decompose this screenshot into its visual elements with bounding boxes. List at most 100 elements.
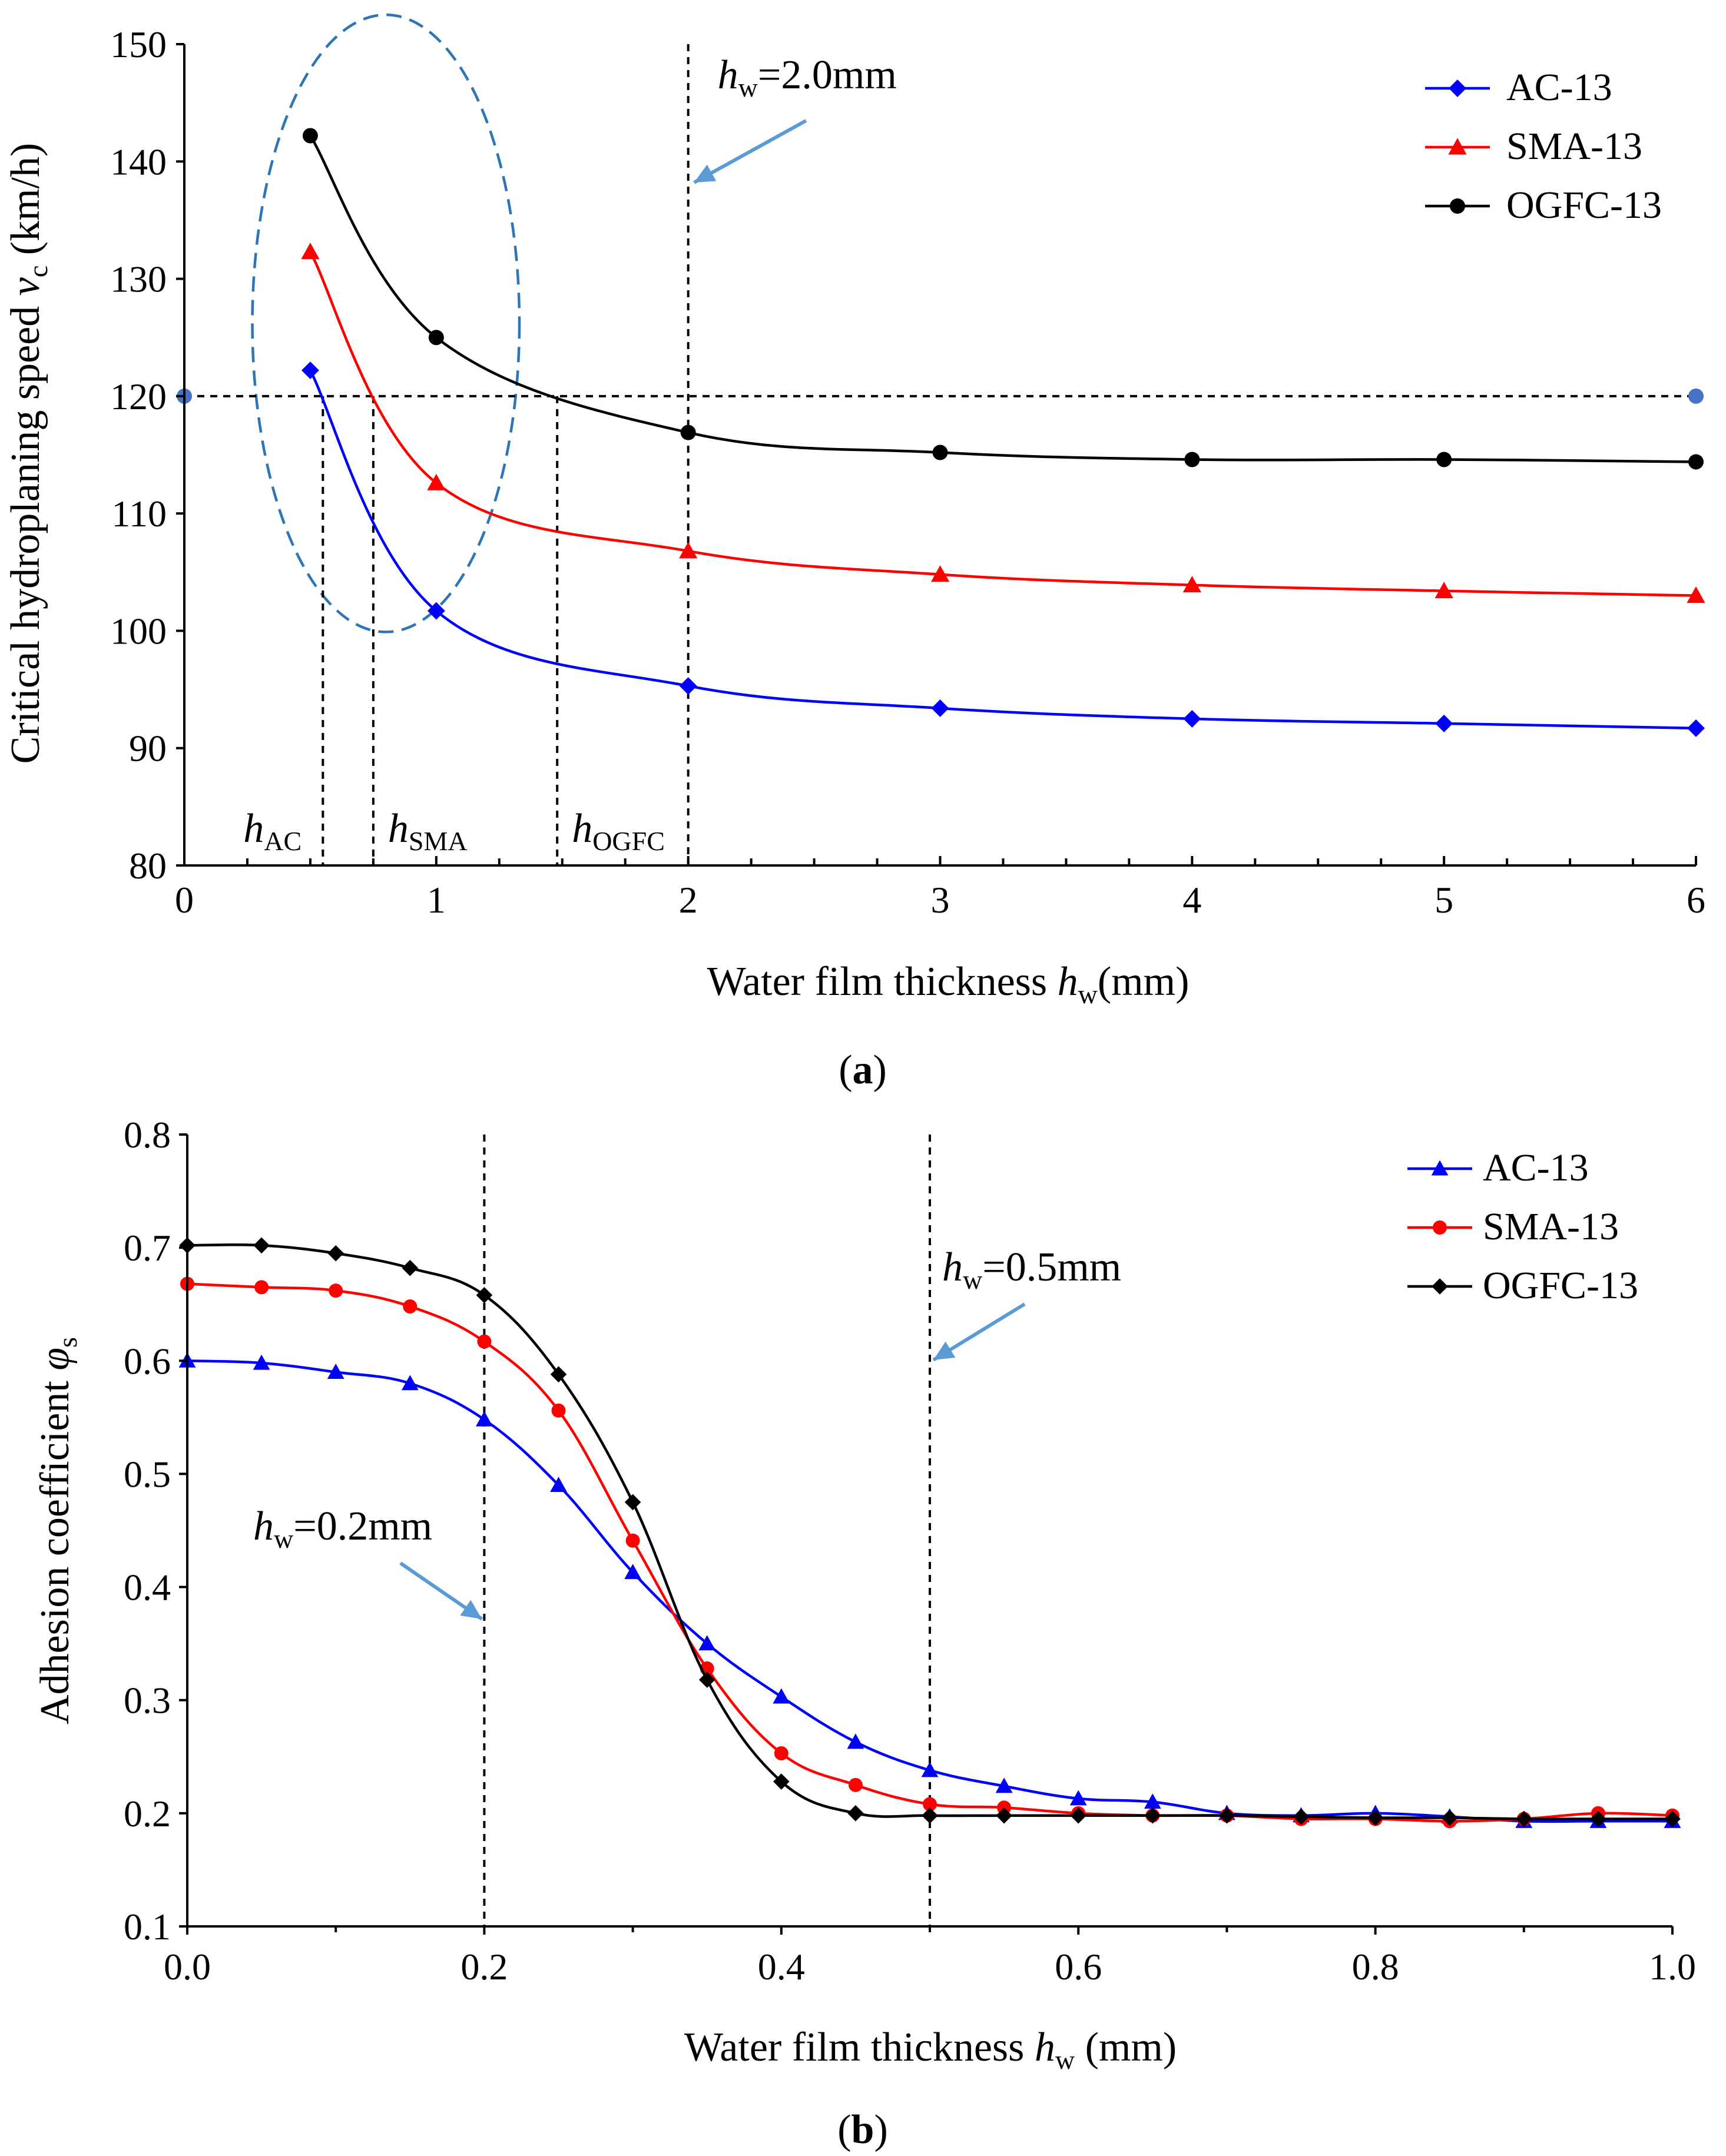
data-point	[679, 542, 698, 559]
x-tick-label: 0.8	[1352, 1946, 1399, 1988]
legend-marker-triangle-icon	[1407, 1160, 1472, 1176]
data-point	[774, 1746, 789, 1761]
arrow-icons	[399, 1302, 1026, 1621]
data-point	[773, 1688, 790, 1704]
data-point	[1435, 714, 1453, 732]
x-tick-label: 6	[1687, 879, 1705, 921]
x-tick-label: 0.2	[461, 1946, 508, 1988]
data-point	[1435, 582, 1453, 599]
data-point	[301, 361, 319, 379]
legend-label: AC-13	[1483, 1146, 1589, 1189]
legend-marker-triangle-icon	[1425, 138, 1490, 155]
y-tick-label: 80	[129, 845, 167, 887]
legend-item-sma13: SMA-13	[1425, 125, 1642, 168]
y-tick-label: 0.8	[124, 1114, 171, 1156]
data-point	[476, 1287, 493, 1303]
x-axis-label: Water film thickness hw(mm)	[707, 959, 1190, 1009]
data-point	[301, 243, 320, 260]
data-point	[550, 1366, 567, 1383]
reference-point	[1688, 388, 1704, 404]
data-point	[476, 1411, 493, 1427]
legend-marker	[1448, 138, 1467, 155]
data-point	[698, 1635, 716, 1651]
arrow-shaft	[693, 119, 807, 184]
chart-panel-a: 80 90 100 110 120 130 140 150 0 1 2 3 4 5 6 Critical h…	[3, 13, 1705, 1093]
legend-label: SMA-13	[1506, 125, 1642, 168]
x-tick-label: 0.6	[1055, 1946, 1102, 1988]
x-tick-label: 1	[427, 879, 446, 921]
arrow-icon	[693, 119, 807, 184]
series-layer	[178, 1237, 1681, 1829]
legend-label: SMA-13	[1483, 1205, 1619, 1248]
legend-label: OGFC-13	[1506, 184, 1662, 227]
highlight-ellipse-layer	[251, 13, 521, 633]
data-point	[477, 1334, 492, 1349]
y-tick-label: 0.7	[124, 1227, 171, 1269]
data-point	[932, 445, 948, 460]
data-point	[327, 1364, 344, 1379]
data-point	[1436, 452, 1452, 467]
data-point	[921, 1762, 939, 1777]
axes	[176, 43, 1697, 867]
data-point	[427, 602, 445, 620]
data-point	[1590, 1810, 1606, 1827]
x-tick-label: 0	[175, 879, 194, 921]
guide-lines	[177, 44, 1704, 865]
x-tick-label: 3	[931, 879, 950, 921]
legend-marker	[1432, 1278, 1448, 1295]
data-point	[1182, 576, 1201, 593]
arrow-icon	[932, 1302, 1026, 1362]
legend-marker	[1433, 1220, 1447, 1235]
data-point	[253, 1237, 270, 1254]
data-point	[327, 1245, 344, 1262]
x-tick-label: 1.0	[1649, 1946, 1696, 1988]
legend-marker	[1431, 1160, 1449, 1176]
data-point	[550, 1477, 567, 1492]
y-tick-label: 150	[110, 24, 167, 65]
annotation-hw-2mm: hw=2.0mm	[718, 52, 897, 102]
data-point	[624, 1494, 641, 1511]
axes	[179, 1133, 1674, 1935]
legend-item-ac13: AC-13	[1425, 66, 1612, 109]
y-tick-label: 0.6	[124, 1340, 171, 1382]
legend-marker-circle-icon	[1407, 1220, 1472, 1235]
annotation-hw-0.5mm: hw=0.5mm	[942, 1245, 1121, 1295]
data-point	[625, 1533, 640, 1548]
data-point	[254, 1280, 269, 1295]
y-tick-label: 0.5	[124, 1453, 171, 1495]
data-point	[1367, 1809, 1384, 1826]
y-tick-label: 0.4	[124, 1567, 171, 1608]
data-point	[1687, 586, 1705, 603]
arrow-head	[933, 1341, 956, 1360]
data-point	[773, 1773, 790, 1790]
data-point	[401, 1375, 419, 1391]
annotation-hw-0.2mm: hw=0.2mm	[253, 1504, 432, 1554]
tick-labels: 0.1 0.2 0.3 0.4 0.5 0.6 0.7 0.8 0.0 0.2 0.4 0.6 0.8 1…	[124, 1114, 1696, 1988]
y-tick-label: 110	[111, 493, 167, 535]
legend: AC-13 SMA-13 OGFC-13	[1407, 1146, 1638, 1307]
data-point	[1293, 1808, 1310, 1825]
data-point	[1069, 1790, 1087, 1806]
data-point	[302, 128, 318, 144]
legend: AC-13 SMA-13 OGFC-13	[1425, 66, 1662, 227]
y-tick-label: 140	[110, 141, 167, 183]
guide-lines	[483, 1135, 931, 1926]
data-point	[1144, 1807, 1161, 1824]
data-point	[922, 1807, 938, 1824]
highlight-ellipse	[251, 13, 521, 633]
legend-marker-diamond-icon	[1425, 79, 1490, 97]
legend-marker-circle-icon	[1425, 198, 1490, 214]
legend-marker	[1450, 198, 1465, 214]
arrow-icon	[693, 119, 807, 184]
data-point	[1144, 1793, 1161, 1809]
label-h-sma: hSMA	[388, 806, 468, 856]
data-point	[1687, 719, 1705, 737]
arrow-head	[460, 1600, 482, 1619]
data-point	[551, 1403, 566, 1418]
label-h-ogfc: hOGFC	[572, 806, 665, 856]
arrow-head	[694, 164, 717, 183]
data-point	[1070, 1807, 1086, 1824]
x-axis-label: Water film thickness hw (mm)	[684, 2025, 1177, 2075]
legend-label: OGFC-13	[1483, 1264, 1638, 1307]
